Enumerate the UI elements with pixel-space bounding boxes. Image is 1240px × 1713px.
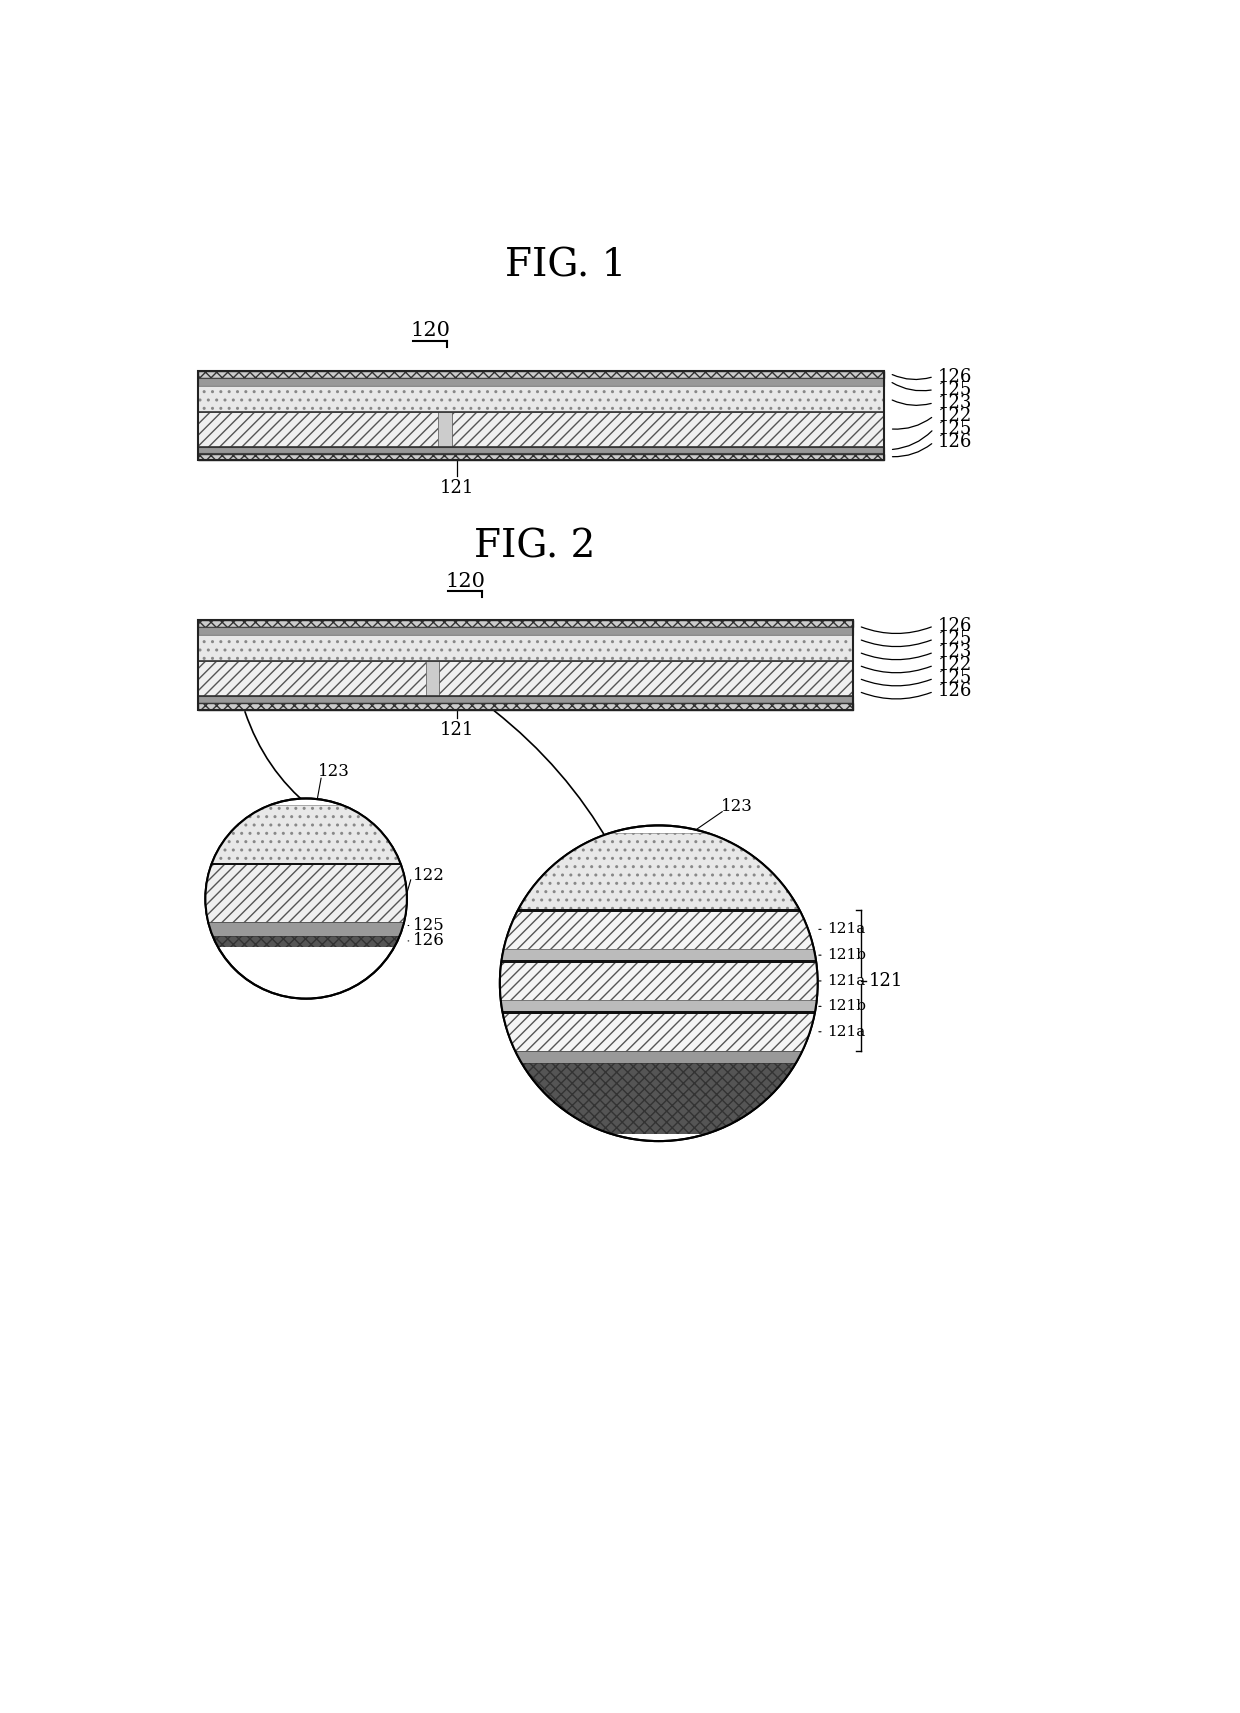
Text: 123: 123 — [937, 394, 972, 411]
Bar — [500, 1011, 817, 1014]
Text: 120: 120 — [445, 572, 485, 591]
Bar — [197, 385, 883, 411]
Text: 126: 126 — [937, 682, 972, 701]
Text: 125: 125 — [689, 1069, 722, 1086]
Bar — [438, 411, 451, 447]
Bar — [500, 949, 817, 961]
Bar — [197, 620, 853, 709]
Bar — [197, 379, 883, 385]
Text: 122: 122 — [937, 656, 972, 675]
Bar — [500, 1062, 817, 1134]
Text: 125: 125 — [937, 630, 972, 648]
Text: 121: 121 — [440, 480, 475, 497]
Bar — [197, 372, 883, 379]
Text: 126: 126 — [937, 617, 972, 636]
Text: 125: 125 — [937, 380, 972, 399]
Bar — [206, 863, 407, 865]
Text: 125: 125 — [937, 420, 972, 439]
Bar — [500, 1012, 817, 1052]
Bar — [197, 661, 853, 695]
Bar — [500, 1000, 817, 1012]
Circle shape — [500, 826, 817, 1141]
Text: 121: 121 — [440, 721, 475, 740]
Text: 121b: 121b — [827, 999, 866, 1014]
Bar — [206, 863, 407, 922]
Bar — [206, 922, 407, 935]
Bar — [206, 935, 407, 946]
Bar — [197, 627, 853, 636]
Text: 121: 121 — [869, 971, 903, 990]
Bar — [500, 961, 817, 1000]
Bar — [500, 908, 817, 911]
Text: 123: 123 — [720, 798, 753, 815]
Text: 122: 122 — [937, 406, 972, 425]
Text: 126: 126 — [937, 433, 972, 451]
Text: FIG. 2: FIG. 2 — [474, 529, 595, 565]
Bar — [197, 702, 853, 709]
Bar — [500, 833, 817, 910]
Bar — [197, 695, 853, 702]
Bar — [427, 661, 439, 695]
Bar — [500, 910, 817, 949]
Text: 121a: 121a — [827, 922, 866, 937]
Bar — [500, 961, 817, 963]
Bar — [197, 447, 883, 454]
Text: 121a: 121a — [827, 1024, 866, 1038]
Circle shape — [206, 798, 407, 999]
Bar — [197, 454, 883, 461]
Text: 126: 126 — [689, 1083, 722, 1100]
Text: 125: 125 — [937, 670, 972, 687]
Text: 121a: 121a — [827, 975, 866, 988]
Text: 123: 123 — [317, 762, 350, 779]
Bar — [197, 661, 427, 695]
Bar — [197, 411, 438, 447]
Text: 125: 125 — [413, 916, 445, 934]
Bar — [197, 372, 883, 461]
Text: 126: 126 — [413, 932, 445, 949]
Text: 126: 126 — [937, 368, 972, 385]
Text: 120: 120 — [410, 322, 450, 341]
Text: FIG. 1: FIG. 1 — [505, 248, 626, 284]
Bar — [206, 805, 407, 863]
Bar — [197, 411, 883, 447]
Text: 123: 123 — [937, 642, 972, 661]
Text: 121b: 121b — [827, 949, 866, 963]
Bar — [197, 620, 853, 627]
Bar — [500, 1052, 817, 1062]
Bar — [439, 661, 853, 695]
Bar — [451, 411, 883, 447]
Text: 122: 122 — [413, 867, 445, 884]
Bar — [197, 636, 853, 661]
